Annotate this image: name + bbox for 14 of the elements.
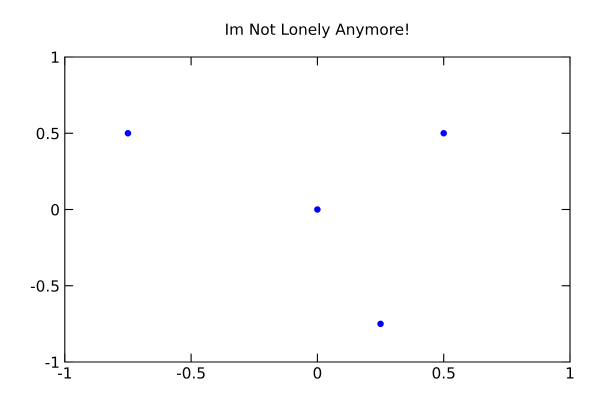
point <box>124 130 132 137</box>
y-tick-label: 0 <box>51 204 59 216</box>
chart-title: Im Not Lonely Anymore! <box>226 23 408 38</box>
x-tick-label: 0 <box>314 367 322 379</box>
y-tick-label: 1 <box>52 52 59 63</box>
point <box>377 320 384 328</box>
x-tick-label: 1 <box>566 367 574 378</box>
y-tick-label: -0.5 <box>30 280 59 292</box>
x-tick-label: 0.5 <box>432 367 455 379</box>
x-tick-label: -0.5 <box>176 367 205 379</box>
point <box>314 206 321 213</box>
point <box>440 130 447 137</box>
y-tick-label: -1 <box>45 356 59 368</box>
y-tick-label: 0.5 <box>36 128 59 140</box>
